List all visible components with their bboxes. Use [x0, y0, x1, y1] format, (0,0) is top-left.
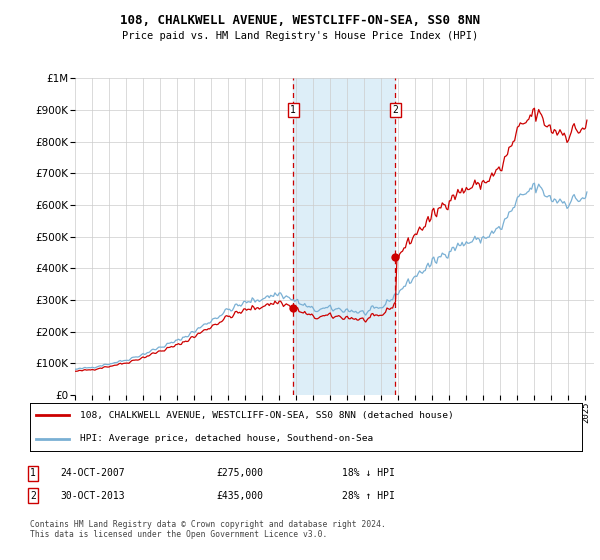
Text: 24-OCT-2007: 24-OCT-2007 [60, 468, 125, 478]
Text: 30-OCT-2013: 30-OCT-2013 [60, 491, 125, 501]
Text: Price paid vs. HM Land Registry's House Price Index (HPI): Price paid vs. HM Land Registry's House … [122, 31, 478, 41]
Text: 2: 2 [392, 105, 398, 115]
Text: 1: 1 [290, 105, 296, 115]
Text: Contains HM Land Registry data © Crown copyright and database right 2024.
This d: Contains HM Land Registry data © Crown c… [30, 520, 386, 539]
Text: £275,000: £275,000 [216, 468, 263, 478]
Text: 108, CHALKWELL AVENUE, WESTCLIFF-ON-SEA, SS0 8NN (detached house): 108, CHALKWELL AVENUE, WESTCLIFF-ON-SEA,… [80, 410, 454, 419]
Text: HPI: Average price, detached house, Southend-on-Sea: HPI: Average price, detached house, Sout… [80, 435, 373, 444]
Text: 28% ↑ HPI: 28% ↑ HPI [342, 491, 395, 501]
Text: 2: 2 [30, 491, 36, 501]
Text: £435,000: £435,000 [216, 491, 263, 501]
Text: 108, CHALKWELL AVENUE, WESTCLIFF-ON-SEA, SS0 8NN: 108, CHALKWELL AVENUE, WESTCLIFF-ON-SEA,… [120, 14, 480, 27]
Bar [293, 78, 395, 395]
Text: 18% ↓ HPI: 18% ↓ HPI [342, 468, 395, 478]
Text: 1: 1 [30, 468, 36, 478]
